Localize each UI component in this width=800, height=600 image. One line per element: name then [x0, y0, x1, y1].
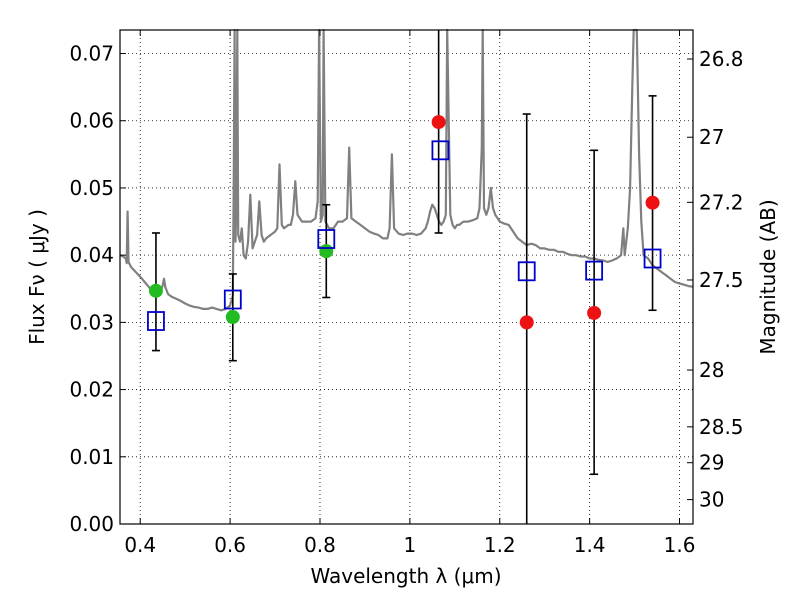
x-tick-label: 1.6 [664, 533, 696, 557]
y-tick-label: 0.06 [69, 109, 114, 133]
y2-tick-label: 27.5 [699, 268, 744, 292]
model-points-layer [147, 140, 662, 331]
y2-tick-labels: 26.8 27 27.2 27.5 28 28.5 29 30 [699, 47, 744, 512]
x-tick-label: 1 [404, 533, 417, 557]
y2-tick-label: 27.2 [699, 190, 744, 214]
model-flux-point [147, 311, 165, 331]
observed-flux-point [519, 315, 534, 330]
observed-flux-point [319, 244, 334, 259]
x-tick-label: 1.2 [484, 533, 516, 557]
x-tick-label: 0.8 [304, 533, 336, 557]
y-tick-label: 0.01 [69, 445, 114, 469]
model-flux-point [585, 260, 604, 281]
y2-tick-label: 28.5 [699, 415, 744, 439]
x-axis-title: Wavelength λ (μm) [310, 564, 501, 588]
y2-tick-label: 29 [699, 451, 724, 475]
model-flux-point [643, 248, 662, 269]
y2-axis-title: Magnitude (AB) [756, 199, 780, 354]
observed-flux-point [645, 195, 660, 210]
x-tick-labels: 0.4 0.6 0.8 1 1.2 1.4 1.6 [124, 533, 695, 557]
y-tick-label: 0.02 [69, 378, 114, 402]
observed-points-layer [148, 115, 660, 330]
y-tick-labels: 0.00 0.01 0.02 0.03 0.04 0.05 0.06 0.07 [69, 42, 114, 536]
model-flux-point [223, 289, 242, 310]
observed-flux-point [148, 283, 163, 298]
y2-tick-label: 26.8 [699, 47, 744, 71]
y2-tick-label: 27 [699, 125, 724, 149]
spectrum-layer [119, 28, 694, 312]
y2-tick-label: 28 [699, 358, 724, 382]
x-tick-label: 1.4 [574, 533, 606, 557]
y-tick-label: 0.04 [69, 243, 114, 267]
y-tick-label: 0.07 [69, 42, 114, 66]
y-tick-label: 0.05 [69, 176, 114, 200]
y-tick-label: 0.00 [69, 512, 114, 536]
plot-background [120, 30, 693, 524]
x-tick-label: 0.6 [214, 533, 246, 557]
observed-flux-point [225, 309, 240, 324]
ticks-layer [120, 30, 693, 525]
y2-tick-label: 30 [699, 488, 724, 512]
observed-flux-point [587, 305, 602, 320]
model-flux-point [317, 229, 336, 249]
model-flux-point [517, 261, 536, 282]
model-spectrum-line [119, 28, 694, 312]
model-flux-point [431, 140, 450, 161]
observed-flux-point [431, 115, 446, 130]
plot-frame [119, 29, 694, 525]
y-tick-label: 0.03 [69, 310, 114, 334]
y-axis-title: Flux Fν ( μJy ) [25, 209, 49, 345]
x-tick-label: 0.4 [124, 533, 156, 557]
